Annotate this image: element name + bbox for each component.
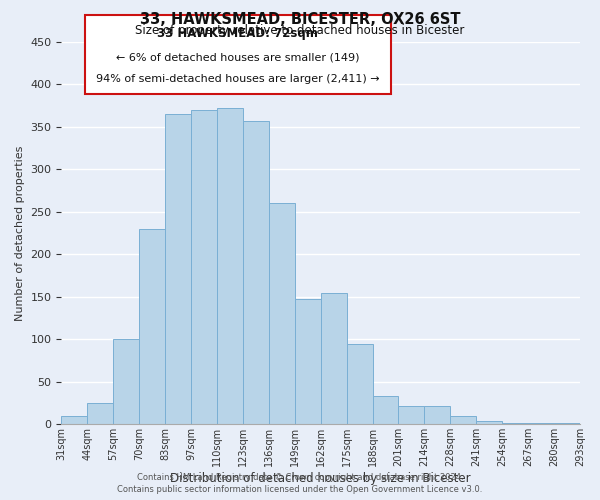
Bar <box>139 229 165 424</box>
FancyBboxPatch shape <box>85 15 391 94</box>
Bar <box>191 110 217 424</box>
Bar <box>269 204 295 424</box>
Text: Size of property relative to detached houses in Bicester: Size of property relative to detached ho… <box>136 24 464 37</box>
Text: ← 6% of detached houses are smaller (149): ← 6% of detached houses are smaller (149… <box>116 52 359 62</box>
Text: 33 HAWKSMEAD: 72sqm: 33 HAWKSMEAD: 72sqm <box>157 28 318 40</box>
Bar <box>502 422 528 424</box>
Text: 33, HAWKSMEAD, BICESTER, OX26 6ST: 33, HAWKSMEAD, BICESTER, OX26 6ST <box>140 12 460 28</box>
Bar <box>528 422 554 424</box>
Bar <box>243 121 269 424</box>
Bar <box>476 421 502 424</box>
Bar <box>295 298 321 424</box>
Bar <box>165 114 191 424</box>
Bar <box>373 396 398 424</box>
Bar <box>113 340 139 424</box>
Text: Contains HM Land Registry data © Crown copyright and database right 2024.
Contai: Contains HM Land Registry data © Crown c… <box>118 472 482 494</box>
Text: 94% of semi-detached houses are larger (2,411) →: 94% of semi-detached houses are larger (… <box>96 74 380 85</box>
Bar <box>347 344 373 424</box>
Bar <box>61 416 88 424</box>
Bar <box>424 406 451 424</box>
X-axis label: Distribution of detached houses by size in Bicester: Distribution of detached houses by size … <box>170 472 471 485</box>
Bar <box>88 403 113 424</box>
Bar <box>217 108 243 424</box>
Bar <box>398 406 424 424</box>
Bar <box>321 292 347 424</box>
Bar <box>451 416 476 424</box>
Y-axis label: Number of detached properties: Number of detached properties <box>15 146 25 321</box>
